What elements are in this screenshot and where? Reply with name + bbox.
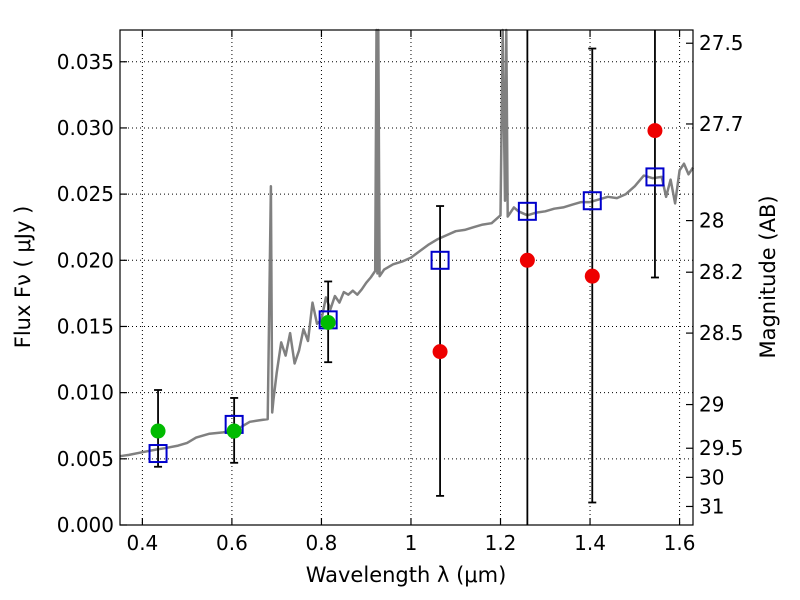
red-data-point xyxy=(519,252,535,268)
y-tick-label: 0.020 xyxy=(57,248,114,272)
x-tick-labels: 0.4 0.6 0.8 1 1.2 1.4 1.6 xyxy=(126,531,695,555)
model-square-marker xyxy=(430,250,450,270)
x-tick-label: 1.6 xyxy=(664,531,696,555)
red-data-point xyxy=(647,123,663,139)
model-square-marker xyxy=(148,444,168,464)
right-tick-label: 31 xyxy=(699,494,724,518)
y-tick-label: 0.010 xyxy=(57,381,114,405)
x-axis-label: Wavelength λ (μm) xyxy=(306,563,507,587)
right-tick-label: 27.5 xyxy=(699,31,744,55)
y-tick-label: 0.035 xyxy=(57,50,114,74)
tick-marks xyxy=(120,30,693,526)
grid-lines xyxy=(120,30,693,526)
y-tick-label: 0.005 xyxy=(57,447,114,471)
y-tick-label: 0.030 xyxy=(57,116,114,140)
model-square-marker xyxy=(517,201,537,221)
right-tick-label: 30 xyxy=(699,465,724,489)
error-bars xyxy=(154,30,659,525)
right-magnitude-tick-labels: 27.5 27.7 28 28.2 28.5 29 29.5 30 31 xyxy=(699,31,744,518)
x-tick-label: 0.6 xyxy=(216,531,248,555)
right-tick-label: 28.2 xyxy=(699,260,744,284)
y-tick-labels: 0.000 0.005 0.010 0.015 0.020 0.025 0.030 0.035 xyxy=(57,50,114,537)
right-tick-label: 27.7 xyxy=(699,112,744,136)
right-tick-label: 29 xyxy=(699,393,724,417)
model-square-marker xyxy=(582,191,602,211)
green-data-point xyxy=(150,423,166,439)
spectrum-line xyxy=(119,28,695,458)
right-axis-label: Magnitude (AB) xyxy=(756,195,780,358)
red-data-point xyxy=(432,344,448,360)
right-tick-label: 28 xyxy=(699,209,724,233)
y-tick-label: 0.025 xyxy=(57,182,114,206)
right-tick-label: 28.5 xyxy=(699,321,744,345)
y-tick-label: 0.000 xyxy=(57,513,114,537)
x-tick-label: 1 xyxy=(405,531,418,555)
x-tick-label: 1.2 xyxy=(485,531,517,555)
x-tick-label: 0.4 xyxy=(126,531,158,555)
spectrum-layer xyxy=(119,28,695,458)
y-tick-label: 0.015 xyxy=(57,314,114,338)
model-square-marker xyxy=(645,167,665,187)
plot-frame xyxy=(119,29,694,526)
right-tick-label: 29.5 xyxy=(699,436,744,460)
y-axis-label: Flux Fν ( μJy ) xyxy=(11,206,35,349)
x-tick-label: 1.4 xyxy=(574,531,606,555)
green-data-point xyxy=(320,315,336,330)
x-tick-label: 0.8 xyxy=(306,531,338,555)
red-data-point xyxy=(584,268,600,284)
green-data-point xyxy=(226,423,242,439)
markers xyxy=(148,123,665,464)
